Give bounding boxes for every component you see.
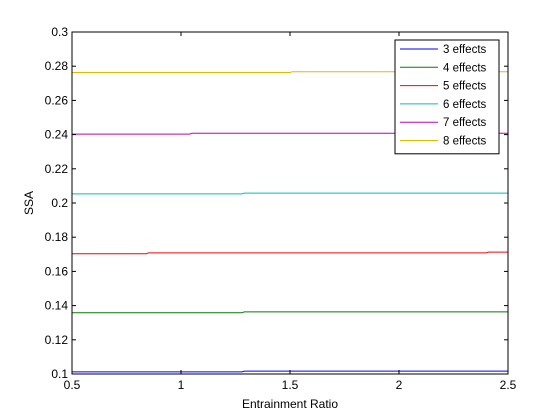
y-tick-label: 0.16 [45,264,69,278]
x-tick-label: 1 [178,378,185,392]
legend-label-3: 5 effects [443,81,487,93]
legend-label-1: 3 effects [443,44,487,56]
series-line-3 [72,251,508,255]
x-tick-label: 2.5 [500,378,517,392]
x-tick-label: 1.5 [282,378,299,392]
y-tick-label: 0.14 [45,299,69,313]
y-tick-label: 0.22 [45,162,69,176]
y-tick-label: 0.26 [45,93,69,107]
legend-label-6: 8 effects [443,136,487,148]
y-axis-label: SSA [22,191,36,215]
legend-label-4: 6 effects [443,99,487,111]
y-tick-label: 0.18 [45,230,69,244]
y-tick-label: 0.24 [45,128,69,142]
series-line-5 [72,132,508,135]
series-line-1 [72,370,508,373]
legend-box [394,39,500,155]
x-axis-label: Entrainment Ratio [242,397,338,411]
legend: 3 effects 4 effects 5 effects 6 effects 7 ef… [394,39,500,155]
y-tick-label: 0.2 [51,196,68,210]
y-axis: 0.1 0.12 0.14 0.16 0.18 0.2 0.22 0.24 0.26 0.28 0.… [45,25,508,381]
legend-label-5: 7 effects [443,117,487,129]
x-tick-label: 0.5 [64,378,81,392]
x-axis: 0.5 1 1.5 2 2.5 [64,32,517,392]
y-tick-label: 0.1 [51,367,68,381]
y-tick-label: 0.28 [45,59,69,73]
legend-label-2: 4 effects [443,62,487,74]
y-tick-label: 0.3 [51,25,68,39]
x-tick-label: 2 [396,378,403,392]
y-tick-label: 0.12 [45,333,69,347]
series-line-4 [72,192,508,195]
series-line-2 [72,311,508,314]
